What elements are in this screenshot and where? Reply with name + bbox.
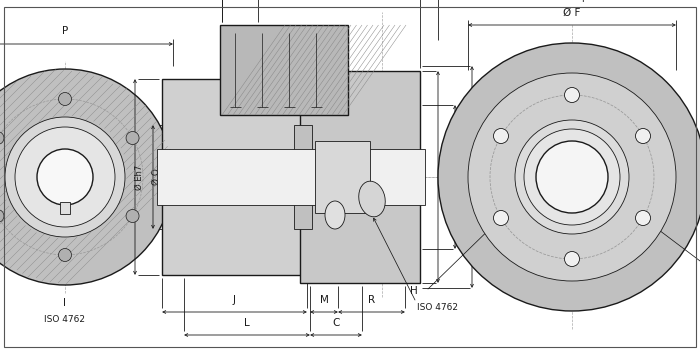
Circle shape (0, 209, 4, 223)
Circle shape (126, 209, 139, 223)
Bar (315, 141, 370, 213)
Text: Ø F: Ø F (564, 8, 581, 18)
Ellipse shape (358, 181, 385, 217)
Circle shape (636, 211, 650, 225)
Text: Ø O: Ø O (151, 169, 160, 185)
Circle shape (494, 129, 508, 143)
Text: Ø O₁: Ø O₁ (465, 167, 473, 187)
Text: H: H (410, 286, 418, 296)
Text: Ø Eh7: Ø Eh7 (134, 164, 144, 190)
Bar (300, 71, 420, 283)
Circle shape (59, 248, 71, 262)
Text: R: R (368, 295, 375, 305)
Text: ISO 4762: ISO 4762 (45, 316, 85, 324)
Circle shape (468, 73, 676, 281)
Circle shape (0, 69, 173, 285)
Text: Ø O₃: Ø O₃ (482, 167, 491, 187)
Circle shape (564, 87, 580, 103)
Circle shape (37, 149, 93, 205)
Ellipse shape (325, 201, 345, 229)
Bar (162, 79, 312, 275)
Text: I: I (64, 298, 66, 308)
Circle shape (15, 127, 115, 227)
Circle shape (636, 129, 650, 143)
Text: M: M (320, 295, 328, 305)
Circle shape (536, 141, 608, 213)
Circle shape (524, 129, 620, 225)
Bar (294, 125, 312, 229)
Circle shape (494, 211, 508, 225)
Bar (220, 25, 348, 115)
Circle shape (515, 120, 629, 234)
Circle shape (59, 93, 71, 105)
Text: Ø Dh7: Ø Dh7 (447, 164, 456, 190)
Text: C: C (332, 318, 340, 328)
Circle shape (564, 251, 580, 267)
Text: L: L (244, 318, 250, 328)
Bar (157, 149, 425, 205)
Circle shape (5, 117, 125, 237)
Bar (60, 202, 70, 214)
Circle shape (0, 131, 4, 144)
Circle shape (438, 43, 700, 311)
Circle shape (126, 131, 139, 144)
Text: J: J (233, 295, 236, 305)
Text: thread depth G: thread depth G (538, 0, 606, 1)
Text: P: P (62, 26, 68, 36)
Text: Ø O₂: Ø O₂ (115, 167, 123, 187)
Text: ISO 4762: ISO 4762 (417, 302, 458, 311)
